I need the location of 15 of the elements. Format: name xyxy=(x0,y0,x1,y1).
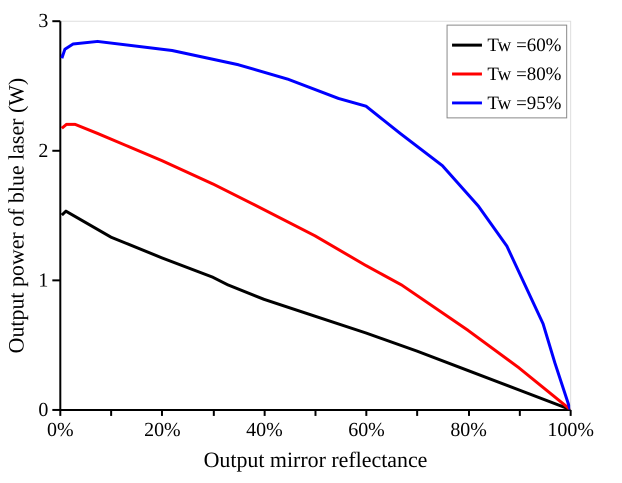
y-tick-label: 2 xyxy=(38,140,48,162)
x-tick-label: 60% xyxy=(348,418,385,441)
y-tick-label: 1 xyxy=(38,269,48,292)
y-tick-label: 0 xyxy=(38,398,48,421)
x-tick-label: 100% xyxy=(547,418,594,441)
legend-label: Tw =60% xyxy=(487,35,562,56)
x-tick-label: 80% xyxy=(450,418,487,441)
x-axis-title: Output mirror reflectance xyxy=(204,446,428,472)
x-tick-label: 40% xyxy=(246,418,283,441)
y-axis-title: Output power of blue laser (W) xyxy=(3,78,28,354)
legend-label: Tw =95% xyxy=(487,92,562,114)
legend-label: Tw =80% xyxy=(487,64,562,86)
x-tick-label: 20% xyxy=(144,418,181,441)
y-tick-label: 3 xyxy=(38,10,48,32)
x-tick-label: 0% xyxy=(47,418,74,441)
